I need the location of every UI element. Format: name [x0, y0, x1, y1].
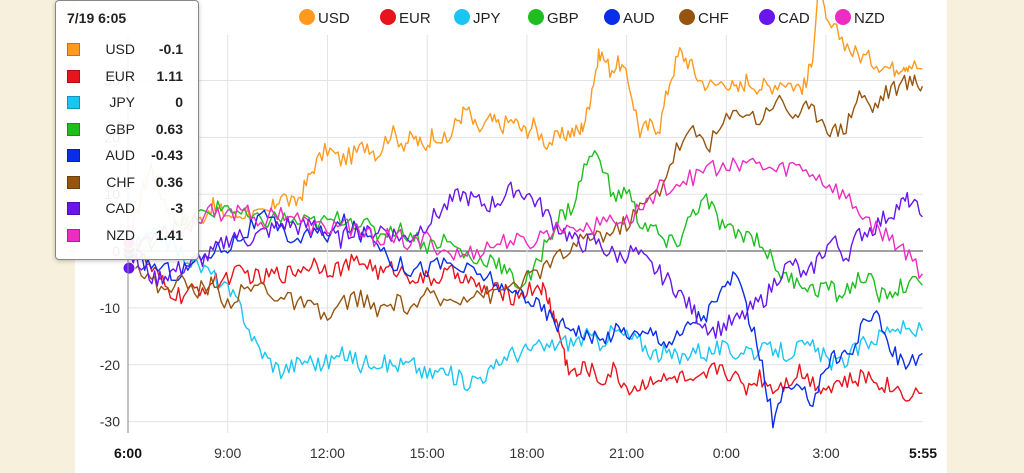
- tooltip-swatch: [67, 228, 80, 242]
- grid: [128, 35, 923, 433]
- axes: -30-20-1001020306:009:0012:0015:0018:002…: [100, 35, 937, 461]
- legend-label: GBP: [547, 10, 579, 27]
- tooltip-series-name: JPY: [109, 94, 135, 110]
- tooltip-series-name: AUD: [105, 147, 135, 163]
- x-tick-label: 0:00: [713, 445, 740, 461]
- tooltip-series-name: CHF: [106, 173, 135, 190]
- legend-item-usd[interactable]: USD: [299, 9, 350, 27]
- tooltip-row-aud: AUD -0.43: [67, 147, 189, 167]
- tooltip-series-value: -0.43: [151, 147, 183, 163]
- x-tick-label: 21:00: [609, 445, 644, 461]
- tooltip-row-usd: USD -0.1: [67, 41, 189, 61]
- x-tick-label: 9:00: [214, 445, 241, 461]
- x-tick-label: 18:00: [509, 445, 544, 461]
- tooltip-series-name: EUR: [105, 67, 135, 84]
- tooltip-swatch: [67, 149, 80, 162]
- tooltip-swatch: [67, 69, 80, 83]
- tooltip-swatch: [67, 202, 80, 215]
- legend-swatch: [759, 9, 775, 25]
- x-tick-label: 3:00: [812, 445, 839, 461]
- legend-item-cad[interactable]: CAD: [759, 9, 810, 27]
- legend-item-aud[interactable]: AUD: [604, 9, 655, 27]
- legend-label: EUR: [399, 10, 431, 27]
- legend-swatch: [454, 9, 470, 25]
- tooltip-series-name: USD: [105, 41, 135, 57]
- series-lines: [122, 0, 924, 429]
- tooltip-series-value: 0.36: [155, 173, 183, 190]
- legend-swatch: [604, 9, 620, 25]
- legend-label: NZD: [854, 10, 885, 27]
- x-tick-label: 15:00: [410, 445, 445, 461]
- tooltip-series-name: NZD: [106, 226, 135, 243]
- y-tick-label: -10: [100, 300, 120, 316]
- legend-label: USD: [318, 10, 350, 27]
- legend-swatch: [380, 9, 396, 25]
- tooltip-series-value: 0: [175, 94, 183, 110]
- tooltip-series-value: 1.41: [155, 226, 183, 243]
- y-tick-label: -20: [100, 357, 120, 373]
- tooltip-row-eur: EUR 1.11: [67, 68, 189, 88]
- legend-item-chf[interactable]: CHF: [679, 9, 729, 27]
- tooltip-title: 7/19 6:05: [67, 10, 127, 26]
- tooltip-row-gbp: GBP 0.63: [67, 121, 189, 141]
- tooltip-series-value: 0.63: [155, 120, 183, 137]
- tooltip-swatch: [67, 96, 80, 109]
- tooltip-row-nzd: NZD 1.41: [67, 227, 189, 247]
- legend-label: JPY: [473, 10, 501, 27]
- series-line-chf: [127, 74, 924, 321]
- x-tick-label: 5:55: [909, 445, 937, 461]
- tooltip-series-name: CAD: [105, 200, 135, 216]
- legend-label: CAD: [778, 10, 810, 27]
- series-line-gbp: [127, 149, 923, 303]
- tooltip-series-value: -3: [170, 200, 183, 216]
- y-tick-label: -30: [100, 414, 120, 430]
- x-tick-label: 12:00: [310, 445, 345, 461]
- series-line-nzd: [127, 157, 923, 279]
- legend-item-nzd[interactable]: NZD: [835, 9, 885, 27]
- legend-label: CHF: [698, 10, 729, 27]
- series-line-jpy: [127, 226, 924, 392]
- legend-label: AUD: [623, 10, 655, 27]
- tooltip-row-chf: CHF 0.36: [67, 174, 189, 194]
- series-line-usd: [127, 0, 923, 252]
- series-line-eur: [127, 250, 923, 402]
- tooltip-swatch: [67, 43, 80, 56]
- tooltip-row-jpy: JPY 0: [67, 94, 189, 114]
- series-line-aud: [127, 209, 923, 429]
- legend-item-jpy[interactable]: JPY: [454, 9, 501, 27]
- x-tick-label: 6:00: [114, 445, 142, 461]
- tooltip-row-cad: CAD -3: [67, 200, 189, 220]
- tooltip-series-value: 1.11: [156, 67, 183, 84]
- series-line-cad: [127, 181, 923, 339]
- legend-swatch: [835, 9, 851, 25]
- tooltip-swatch: [67, 175, 80, 189]
- legend-swatch: [299, 9, 315, 25]
- legend-item-gbp[interactable]: GBP: [528, 9, 579, 27]
- legend-swatch: [679, 9, 695, 25]
- legend-item-eur[interactable]: EUR: [380, 9, 431, 27]
- tooltip-swatch: [67, 122, 80, 136]
- tooltip-series-name: GBP: [105, 120, 135, 137]
- hover-tooltip: 7/19 6:05 USD -0.1 EUR 1.11 JPY 0 GBP 0.63 AUD -0…: [55, 0, 199, 260]
- legend-swatch: [528, 9, 544, 25]
- legend[interactable]: USD EUR JPY GBP AUD CHF CAD NZD: [299, 9, 885, 27]
- tooltip-series-value: -0.1: [158, 41, 183, 57]
- hover-dot-cad: [122, 261, 136, 275]
